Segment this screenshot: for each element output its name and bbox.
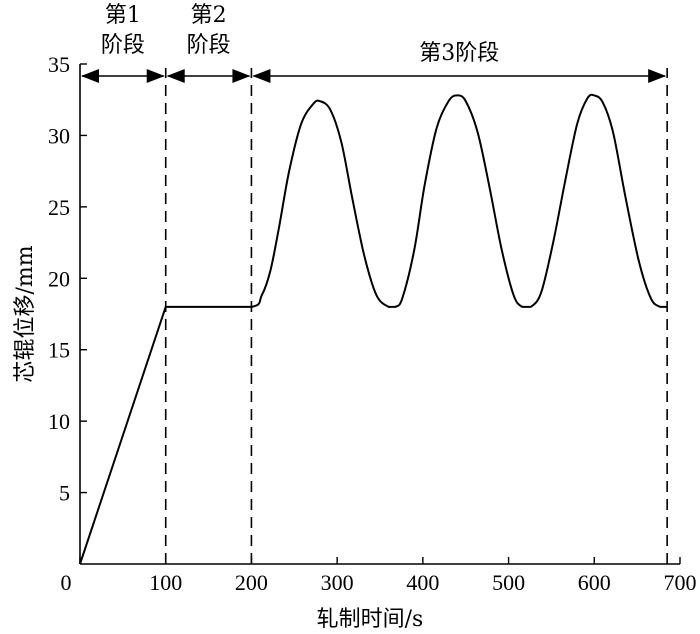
stage-markers: 第1 阶段 第2 阶段 第3阶段: [81, 3, 668, 564]
stage-arrow-head: [648, 69, 667, 83]
stage-arrow-head: [232, 69, 251, 83]
y-tick-label: 35: [48, 52, 70, 77]
y-tick-label: 5: [59, 481, 70, 506]
stage-arrow-head: [166, 69, 185, 83]
y-tick-label: 30: [48, 123, 70, 148]
x-tick-label: 300: [321, 570, 354, 595]
stage-label-line2: 阶段: [187, 33, 231, 58]
stage-label-line1: 第2: [191, 3, 227, 28]
stage-label: 第3阶段: [419, 41, 499, 66]
stage-arrow-head: [252, 69, 271, 83]
x-ticks: 0 100 200 300 400 500 600 700: [61, 557, 697, 595]
plot-frame: [79, 64, 680, 565]
stage-label-line2: 阶段: [101, 33, 145, 58]
series-line-core-roll-displacement: [79, 93, 668, 565]
y-ticks: 5 10 15 20 25 30 35: [48, 52, 87, 506]
stage-label-line1: 第1: [105, 3, 141, 28]
y-axis-label: 芯辊位移/mm: [13, 245, 38, 382]
x-tick-label: 400: [406, 570, 439, 595]
x-tick-label: 500: [492, 570, 525, 595]
x-tick-label: 700: [664, 570, 697, 595]
x-tick-label: 200: [235, 570, 268, 595]
y-tick-label: 15: [48, 338, 70, 363]
x-tick-label: 600: [578, 570, 611, 595]
x-tick-label: 100: [149, 570, 182, 595]
y-tick-label: 10: [48, 409, 70, 434]
x-tick-label: 0: [61, 570, 72, 595]
stage-arrow-head: [146, 69, 165, 83]
x-axis-label: 轧制时间/s: [317, 607, 424, 632]
y-tick-label: 25: [48, 195, 70, 220]
stage-arrow-head: [81, 69, 99, 83]
y-tick-label: 20: [48, 266, 70, 291]
